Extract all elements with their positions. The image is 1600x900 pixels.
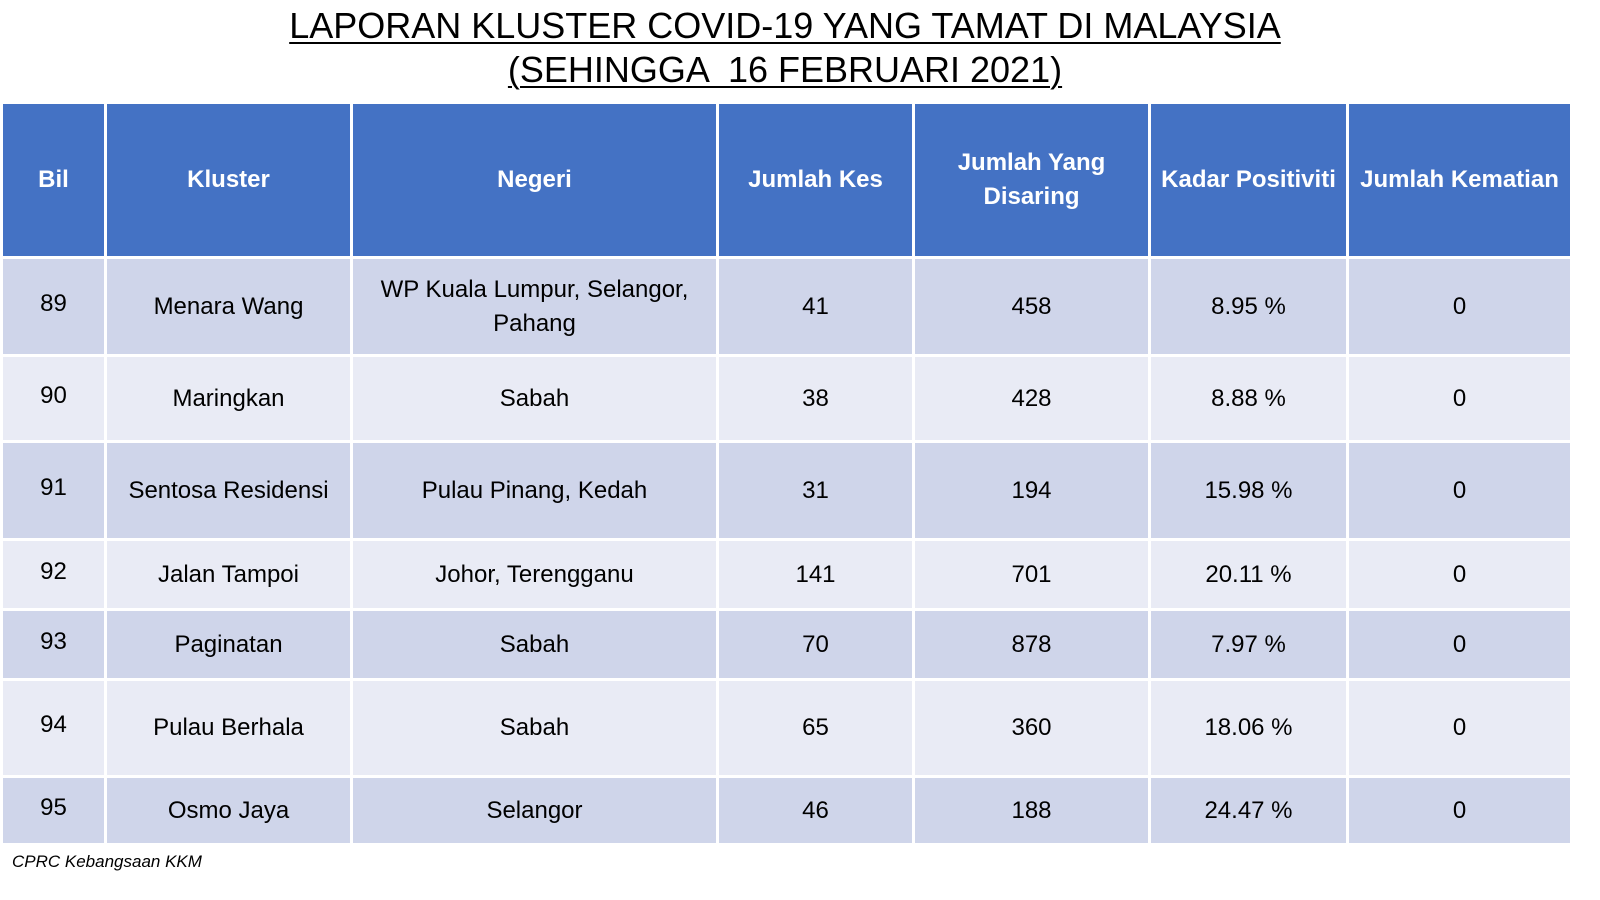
cell-jumlah-kes: 38: [718, 356, 914, 442]
header-jumlah-kematian: Jumlah Kematian: [1348, 103, 1572, 258]
cell-jumlah-disaring: 458: [914, 258, 1150, 356]
cell-jumlah-kematian: 0: [1348, 777, 1572, 845]
cluster-table: Bil Kluster Negeri Jumlah Kes Jumlah Yan…: [0, 101, 1573, 846]
source-note: CPRC Kebangsaan KKM: [12, 852, 202, 872]
report-title: LAPORAN KLUSTER COVID-19 YANG TAMAT DI M…: [0, 4, 1570, 92]
table-row: 95 Osmo Jaya Selangor 46 188 24.47 % 0: [2, 777, 1572, 845]
cell-jumlah-kematian: 0: [1348, 356, 1572, 442]
cell-jumlah-disaring: 188: [914, 777, 1150, 845]
table-row: 93 Paginatan Sabah 70 878 7.97 % 0: [2, 610, 1572, 680]
cell-kluster: Paginatan: [106, 610, 352, 680]
cell-negeri: Sabah: [352, 356, 718, 442]
cell-jumlah-kes: 31: [718, 442, 914, 540]
cell-kluster: Jalan Tampoi: [106, 540, 352, 610]
cell-jumlah-kematian: 0: [1348, 442, 1572, 540]
cell-kluster: Osmo Jaya: [106, 777, 352, 845]
header-jumlah-kes: Jumlah Kes: [718, 103, 914, 258]
report-title-line-1: LAPORAN KLUSTER COVID-19 YANG TAMAT DI M…: [0, 4, 1570, 48]
cell-kadar-positiviti: 24.47 %: [1150, 777, 1348, 845]
cell-negeri: Sabah: [352, 610, 718, 680]
cell-negeri: Sabah: [352, 680, 718, 777]
cell-jumlah-kematian: 0: [1348, 540, 1572, 610]
report-title-line-2: (SEHINGGA 16 FEBRUARI 2021): [0, 48, 1570, 92]
cell-jumlah-disaring: 878: [914, 610, 1150, 680]
cell-jumlah-kematian: 0: [1348, 610, 1572, 680]
cell-jumlah-kes: 141: [718, 540, 914, 610]
header-jumlah-disaring: Jumlah Yang Disaring: [914, 103, 1150, 258]
cell-bil: 91: [2, 442, 106, 540]
cell-kadar-positiviti: 8.88 %: [1150, 356, 1348, 442]
table-row: 92 Jalan Tampoi Johor, Terengganu 141 70…: [2, 540, 1572, 610]
table-row: 91 Sentosa Residensi Pulau Pinang, Kedah…: [2, 442, 1572, 540]
cell-kluster: Maringkan: [106, 356, 352, 442]
cell-bil: 89: [2, 258, 106, 356]
cell-negeri: WP Kuala Lumpur, Selangor, Pahang: [352, 258, 718, 356]
cell-jumlah-kes: 70: [718, 610, 914, 680]
cell-negeri: Johor, Terengganu: [352, 540, 718, 610]
cell-jumlah-kematian: 0: [1348, 680, 1572, 777]
cell-kadar-positiviti: 20.11 %: [1150, 540, 1348, 610]
header-kluster: Kluster: [106, 103, 352, 258]
cell-jumlah-kes: 41: [718, 258, 914, 356]
cell-bil: 92: [2, 540, 106, 610]
cell-jumlah-disaring: 701: [914, 540, 1150, 610]
cell-jumlah-kematian: 0: [1348, 258, 1572, 356]
cell-kadar-positiviti: 15.98 %: [1150, 442, 1348, 540]
cell-kluster: Pulau Berhala: [106, 680, 352, 777]
cell-kadar-positiviti: 18.06 %: [1150, 680, 1348, 777]
cell-jumlah-disaring: 360: [914, 680, 1150, 777]
header-negeri: Negeri: [352, 103, 718, 258]
cell-kluster: Sentosa Residensi: [106, 442, 352, 540]
table-row: 89 Menara Wang WP Kuala Lumpur, Selangor…: [2, 258, 1572, 356]
table-header-row: Bil Kluster Negeri Jumlah Kes Jumlah Yan…: [2, 103, 1572, 258]
cell-jumlah-kes: 46: [718, 777, 914, 845]
cell-negeri: Pulau Pinang, Kedah: [352, 442, 718, 540]
cell-kluster: Menara Wang: [106, 258, 352, 356]
cell-bil: 93: [2, 610, 106, 680]
cell-jumlah-disaring: 194: [914, 442, 1150, 540]
cell-bil: 90: [2, 356, 106, 442]
cell-jumlah-kes: 65: [718, 680, 914, 777]
cell-kadar-positiviti: 7.97 %: [1150, 610, 1348, 680]
table-row: 94 Pulau Berhala Sabah 65 360 18.06 % 0: [2, 680, 1572, 777]
cell-bil: 94: [2, 680, 106, 777]
header-bil: Bil: [2, 103, 106, 258]
header-kadar-positiviti: Kadar Positiviti: [1150, 103, 1348, 258]
cell-kadar-positiviti: 8.95 %: [1150, 258, 1348, 356]
cell-negeri: Selangor: [352, 777, 718, 845]
cell-bil: 95: [2, 777, 106, 845]
table-row: 90 Maringkan Sabah 38 428 8.88 % 0: [2, 356, 1572, 442]
cell-jumlah-disaring: 428: [914, 356, 1150, 442]
